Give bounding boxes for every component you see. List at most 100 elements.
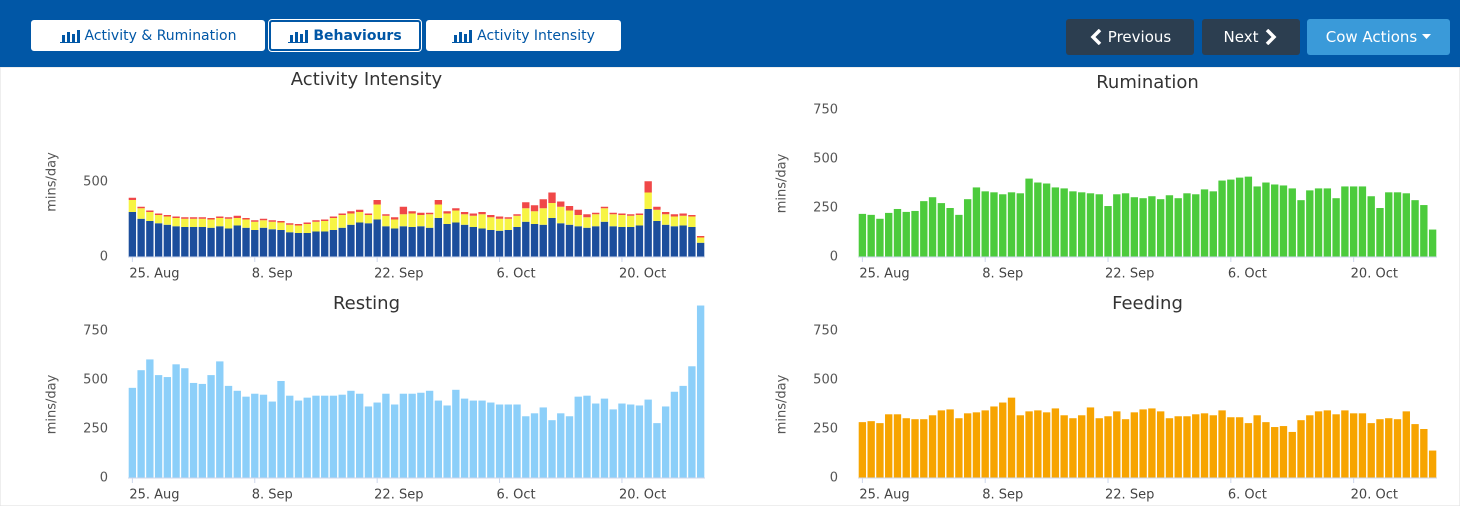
bar — [867, 421, 875, 478]
tab-button[interactable]: Behaviours — [269, 20, 421, 51]
bar — [294, 400, 303, 478]
bar — [224, 217, 233, 219]
bar — [390, 404, 399, 478]
chart-icon — [452, 29, 473, 43]
bar — [1288, 188, 1296, 257]
bar — [207, 227, 215, 257]
bar — [478, 214, 486, 229]
bar — [972, 412, 981, 478]
bar — [1279, 426, 1288, 478]
tab-button[interactable]: Activity Intensity — [426, 20, 621, 51]
bar — [434, 204, 443, 218]
bar — [522, 416, 530, 478]
bar — [399, 206, 408, 215]
bar — [242, 219, 250, 228]
bar — [1376, 208, 1384, 257]
bar — [504, 217, 512, 219]
bar — [216, 216, 224, 218]
bar — [303, 233, 311, 257]
bar — [408, 211, 416, 214]
bar — [1104, 206, 1112, 257]
x-tick-label: 20. Oct — [1351, 267, 1398, 282]
bar — [443, 213, 451, 224]
bar — [443, 211, 451, 214]
bar — [1349, 413, 1358, 478]
bar — [338, 215, 346, 228]
bar — [688, 216, 696, 227]
bar — [233, 215, 241, 218]
bar — [548, 420, 556, 478]
x-tick-label: 20. Oct — [619, 267, 666, 282]
bar — [216, 361, 224, 478]
bar — [172, 216, 180, 218]
toolbar: Activity & Rumination Behaviours Activit… — [0, 0, 1460, 67]
bar — [858, 213, 867, 257]
bar — [347, 213, 355, 225]
bar — [356, 212, 364, 223]
bar — [146, 221, 154, 257]
bar — [565, 210, 574, 225]
bar — [1086, 407, 1095, 478]
button-label: Cow Actions — [1325, 28, 1418, 46]
bar — [373, 204, 381, 220]
bar — [128, 200, 137, 212]
bar — [1130, 197, 1139, 257]
y-tick-label: 250 — [813, 422, 838, 437]
bar — [469, 213, 477, 216]
bar — [670, 391, 679, 478]
bar — [373, 200, 381, 205]
bar — [1192, 414, 1200, 478]
bar — [696, 242, 705, 257]
bar — [399, 214, 408, 227]
bar — [600, 221, 609, 257]
chart-title: Resting — [333, 293, 400, 314]
bar — [425, 227, 434, 257]
y-tick-label: 750 — [813, 324, 838, 339]
bar — [1314, 188, 1323, 257]
bar — [268, 401, 276, 478]
bar — [181, 217, 189, 219]
bar — [653, 221, 661, 257]
bar — [460, 214, 469, 225]
bar — [504, 230, 512, 257]
bar — [504, 404, 512, 478]
bar — [972, 187, 981, 257]
bar — [233, 390, 241, 478]
bar — [207, 375, 215, 478]
bar — [1130, 412, 1139, 478]
bar — [1341, 186, 1349, 257]
bar — [574, 215, 582, 227]
bar — [920, 201, 928, 257]
bar — [425, 212, 434, 215]
bar — [460, 212, 469, 215]
bar — [338, 394, 346, 478]
bar — [390, 219, 399, 229]
bar — [1227, 417, 1235, 478]
bar — [434, 200, 443, 205]
bar — [303, 224, 311, 233]
bar — [181, 368, 189, 478]
next-button[interactable]: Next — [1202, 19, 1300, 55]
bar — [1051, 187, 1060, 257]
bar — [356, 209, 364, 212]
bar — [163, 215, 172, 217]
previous-button[interactable]: Previous — [1066, 19, 1194, 55]
bar — [539, 199, 547, 209]
button-label: Activity Intensity — [477, 27, 595, 44]
y-tick-label: 500 — [813, 152, 838, 167]
bar — [382, 215, 390, 227]
bar — [1156, 199, 1165, 257]
bar — [1113, 194, 1121, 257]
tab-button[interactable]: Activity & Rumination — [31, 20, 265, 51]
chart-title: Activity Intensity — [291, 69, 443, 90]
cow-actions-button[interactable]: Cow Actions — [1307, 19, 1450, 55]
bar — [347, 224, 355, 257]
bar — [609, 212, 617, 215]
bar — [946, 208, 954, 257]
bar — [189, 217, 198, 219]
bar — [1218, 410, 1226, 478]
bar — [1244, 423, 1253, 478]
bar — [513, 214, 521, 216]
bar — [627, 215, 635, 227]
